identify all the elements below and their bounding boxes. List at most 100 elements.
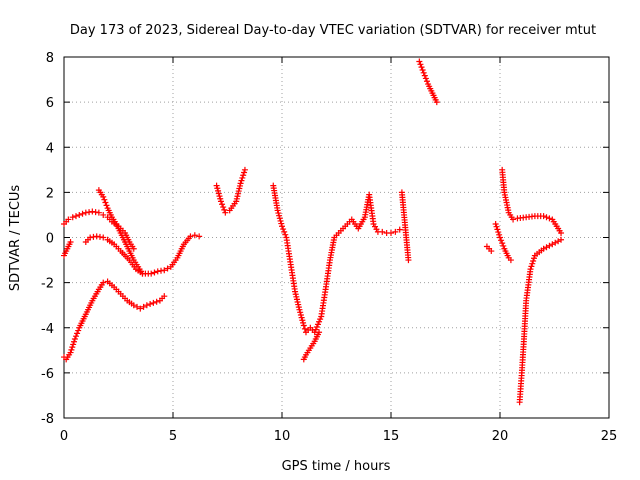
series-arc-11: [483, 243, 495, 255]
y-tick-label: -6: [41, 367, 54, 382]
y-tick-label: 2: [46, 186, 54, 201]
data-point: [298, 314, 305, 321]
x-tick-label: 0: [60, 429, 68, 444]
data-point: [222, 209, 229, 216]
data-point: [510, 216, 517, 223]
data-point: [301, 325, 308, 332]
data-point: [496, 231, 503, 238]
series-arc-10: [416, 58, 440, 106]
data-point: [143, 302, 150, 309]
data-point: [392, 228, 399, 235]
series-arc-3: [82, 232, 203, 277]
data-point: [276, 212, 283, 219]
data-point: [72, 213, 79, 220]
data-point: [72, 333, 79, 340]
data-point: [494, 226, 501, 233]
data-point: [297, 311, 304, 318]
data-point: [558, 236, 565, 243]
data-point: [423, 78, 430, 85]
data-point: [137, 305, 144, 312]
data-points: [61, 58, 565, 406]
chart-title: Day 173 of 2023, Sidereal Day-to-day VTE…: [70, 23, 596, 38]
data-point: [220, 204, 227, 211]
axis-ticks: 0 5 10 15 20 25 -8 -6 -4 -2 0 2 4 6 8: [41, 51, 617, 444]
data-point: [299, 317, 306, 324]
data-point: [148, 270, 155, 277]
data-point: [67, 349, 74, 356]
data-point: [69, 214, 76, 221]
data-point: [164, 265, 171, 272]
data-point: [140, 303, 147, 310]
data-point: [100, 234, 107, 241]
data-point: [558, 229, 565, 236]
data-point: [416, 58, 423, 65]
data-point: [70, 341, 77, 348]
data-point: [546, 215, 553, 222]
y-tick-label: -8: [41, 412, 54, 427]
data-point: [282, 231, 289, 238]
data-point: [279, 223, 285, 230]
data-point: [530, 257, 537, 264]
data-point: [67, 239, 74, 246]
data-point: [214, 185, 221, 192]
data-point: [239, 174, 246, 181]
data-point: [215, 190, 222, 197]
data-point: [71, 336, 78, 343]
data-point: [65, 216, 72, 223]
data-point: [277, 217, 284, 224]
series-arc-6: [213, 166, 248, 216]
data-point: [217, 198, 224, 205]
data-point: [498, 237, 505, 244]
data-point: [275, 210, 282, 217]
data-point: [76, 211, 83, 218]
data-point: [499, 240, 506, 247]
series-arc-14: [516, 236, 565, 406]
data-point: [219, 201, 226, 208]
data-point: [71, 338, 78, 345]
data-point: [187, 233, 194, 240]
y-tick-label: 4: [46, 141, 54, 156]
data-point: [139, 270, 146, 277]
data-point: [95, 209, 102, 216]
data-point: [100, 279, 107, 286]
data-point: [216, 193, 223, 200]
y-tick-label: 8: [46, 51, 54, 66]
data-point: [153, 298, 160, 305]
data-point: [151, 269, 158, 276]
data-point: [531, 255, 538, 262]
data-point: [241, 166, 248, 173]
series-arc-7: [270, 182, 403, 336]
x-tick-label: 20: [492, 429, 509, 444]
data-point: [527, 266, 534, 273]
data-point: [74, 330, 81, 337]
data-point: [313, 323, 320, 330]
data-point: [100, 211, 107, 218]
data-point: [418, 64, 425, 71]
data-point: [312, 326, 319, 333]
data-point: [280, 226, 287, 233]
data-point: [103, 202, 110, 209]
data-point: [528, 263, 535, 270]
series-arc-9: [398, 189, 412, 264]
data-point: [300, 319, 307, 326]
data-point: [215, 187, 222, 194]
data-point: [420, 69, 427, 76]
data-point: [300, 322, 307, 329]
data-point: [191, 232, 198, 239]
data-point: [388, 229, 394, 236]
data-point: [492, 220, 499, 227]
data-point: [237, 180, 244, 187]
data-point: [419, 66, 426, 73]
x-tick-label: 5: [169, 429, 177, 444]
series-arc-1: [61, 208, 137, 252]
y-tick-label: 0: [46, 232, 54, 247]
series-arc-12: [492, 220, 514, 264]
data-point: [500, 242, 507, 249]
data-point: [493, 223, 500, 230]
data-point: [540, 213, 547, 220]
data-point: [213, 182, 220, 189]
data-point: [314, 321, 321, 328]
data-point: [101, 196, 108, 203]
data-point: [276, 215, 283, 222]
